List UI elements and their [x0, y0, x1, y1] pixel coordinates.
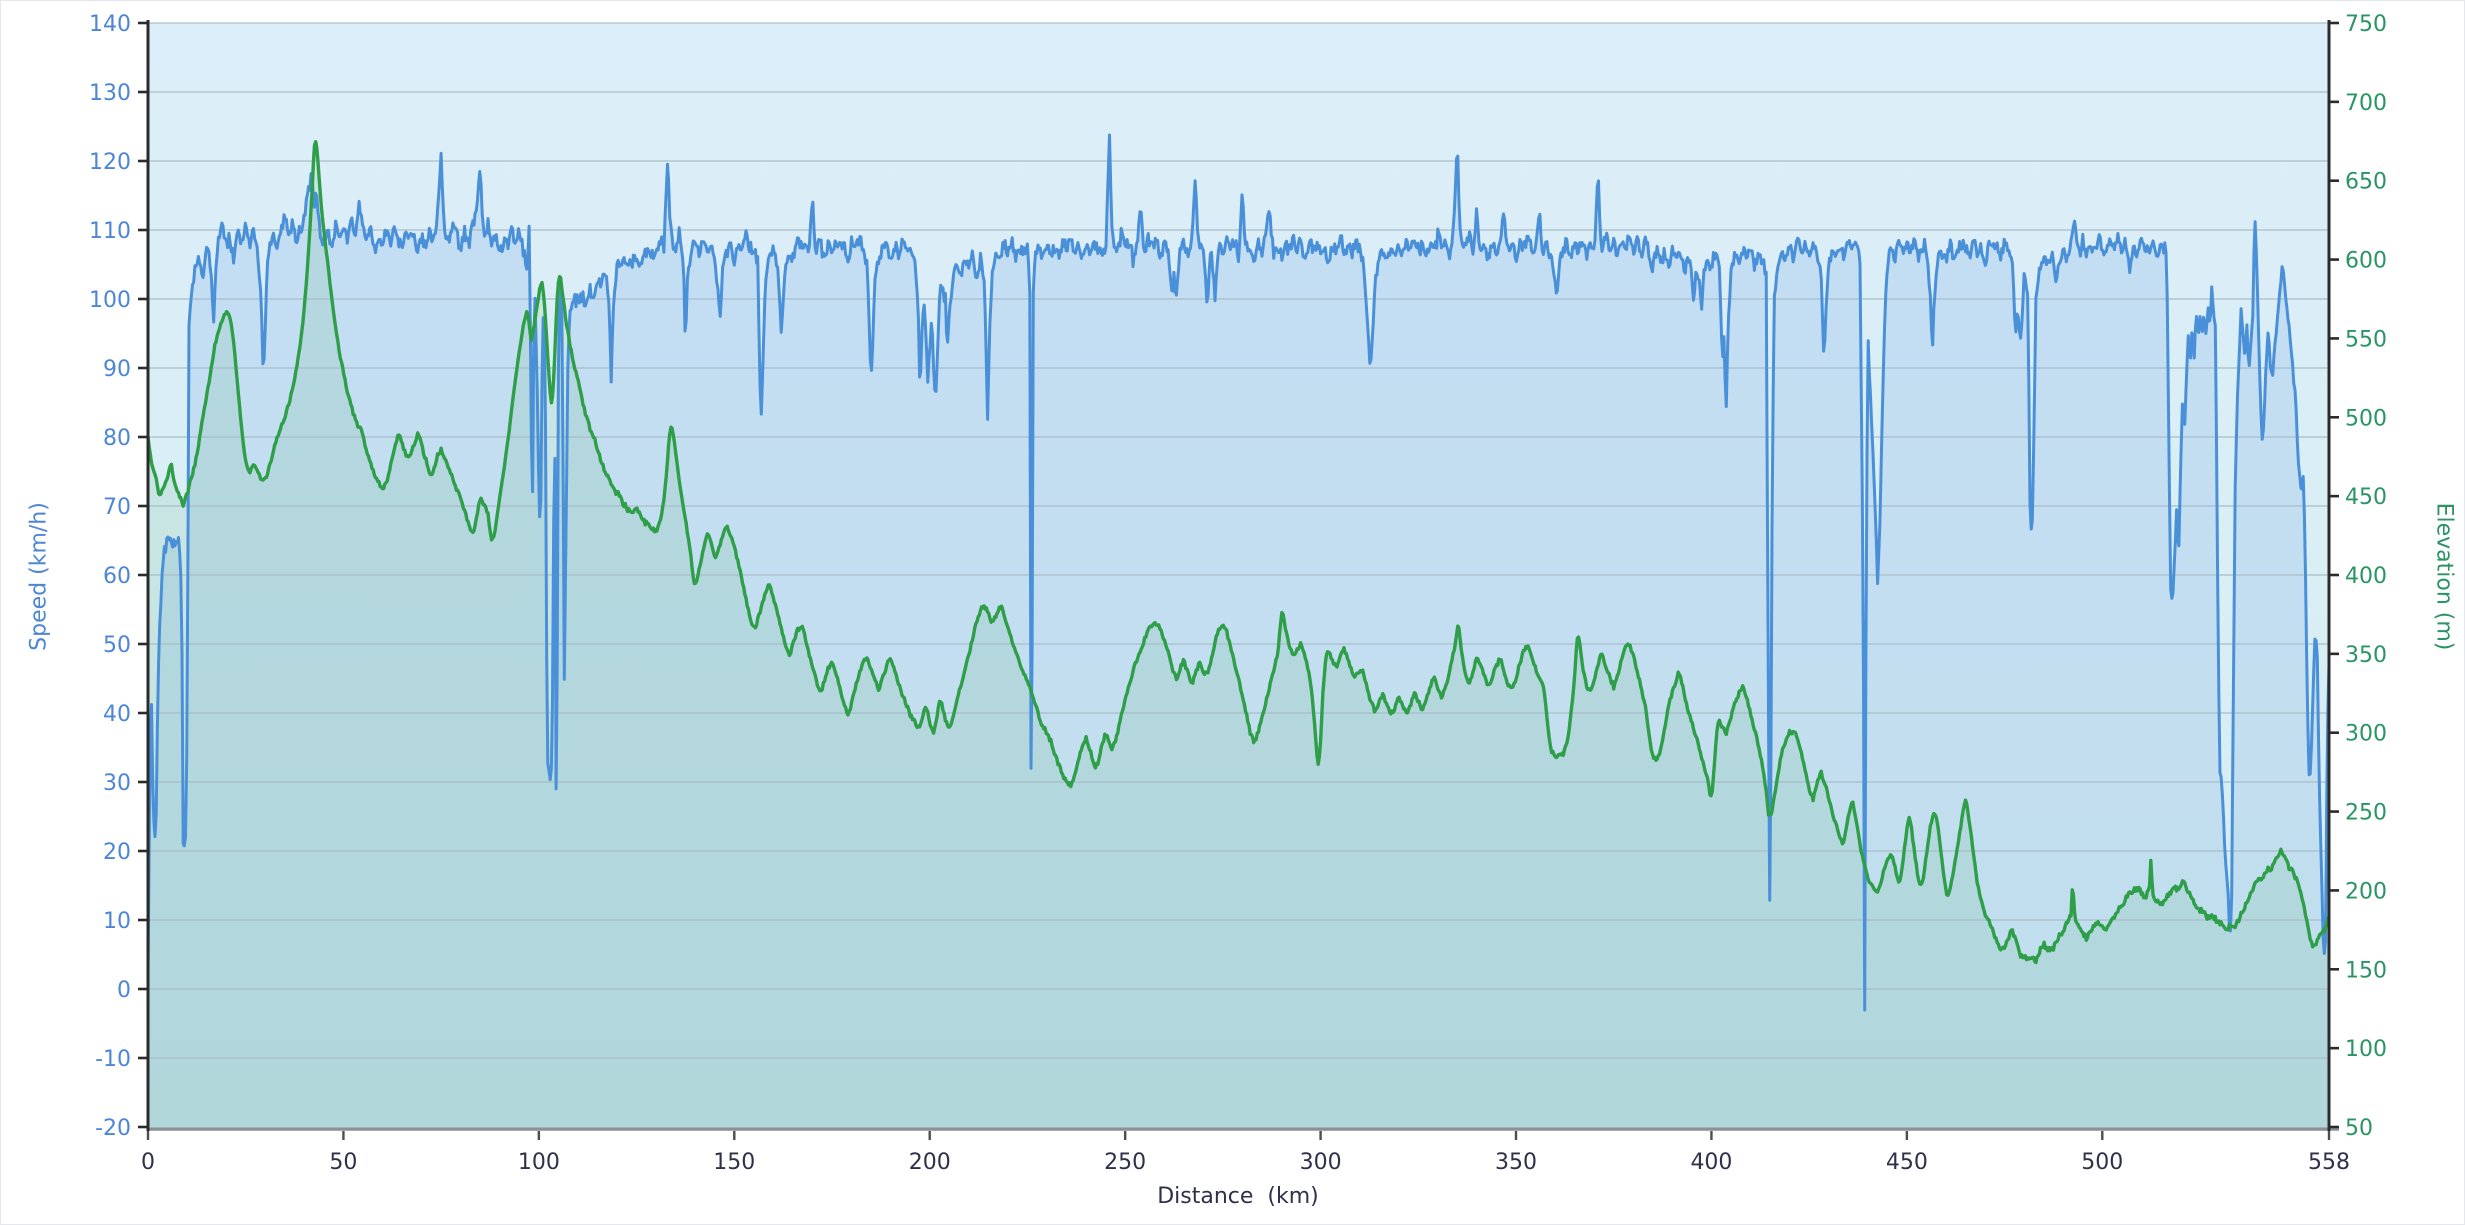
y-right-tick-label: 700 — [2345, 91, 2387, 116]
y-right-tick-label: 550 — [2345, 327, 2387, 352]
y-left-tick-label: -10 — [95, 1047, 131, 1072]
y-left-tick-label: 70 — [103, 495, 131, 520]
y-right-tick-label: 50 — [2345, 1116, 2373, 1141]
x-tick-label: 0 — [141, 1150, 155, 1175]
y-axis-title-left: Speed (km/h) — [26, 502, 52, 651]
x-tick-label: 558 — [2308, 1150, 2350, 1175]
x-tick-label: 150 — [713, 1150, 755, 1175]
y-right-tick-label: 400 — [2345, 564, 2387, 589]
y-left-tick-label: 50 — [103, 633, 131, 658]
y-right-tick-label: 350 — [2345, 643, 2387, 668]
speed-area — [148, 135, 2329, 1127]
y-right-tick-label: 650 — [2345, 170, 2387, 195]
y-right-tick-label: 100 — [2345, 1037, 2387, 1062]
x-tick-label: 300 — [1300, 1150, 1342, 1175]
speed-line — [146, 133, 2331, 1012]
y-right-tick-label: 750 — [2345, 12, 2387, 37]
y-left-tick-label: -20 — [95, 1116, 131, 1141]
elevation-line — [146, 139, 2331, 965]
elevation-area — [148, 141, 2329, 1127]
x-tick-label: 50 — [329, 1150, 357, 1175]
y-left-tick-label: 60 — [103, 564, 131, 589]
y-axis-title-right: Elevation (m) — [2431, 502, 2457, 651]
x-tick-label: 100 — [518, 1150, 560, 1175]
y-left-tick-label: 100 — [89, 288, 131, 313]
x-tick-label: 200 — [909, 1150, 951, 1175]
y-left-tick-label: 10 — [103, 909, 131, 934]
x-tick-label: 450 — [1886, 1150, 1928, 1175]
y-right-tick-label: 500 — [2345, 406, 2387, 431]
y-right-tick-label: 600 — [2345, 249, 2387, 274]
y-right-tick-label: 450 — [2345, 485, 2387, 510]
x-tick-label: 400 — [1690, 1150, 1732, 1175]
y-left-tick-label: 120 — [89, 150, 131, 175]
y-right-tick-label: 150 — [2345, 958, 2387, 983]
x-tick-label: 500 — [2081, 1150, 2123, 1175]
y-left-tick-label: 140 — [89, 12, 131, 37]
x-tick-label: 350 — [1495, 1150, 1537, 1175]
y-left-tick-label: 80 — [103, 426, 131, 451]
x-axis-title: Distance (km) — [1157, 1184, 1319, 1209]
y-left-tick-label: 30 — [103, 771, 131, 796]
y-left-tick-label: 40 — [103, 702, 131, 727]
y-left-tick-label: 130 — [89, 81, 131, 106]
y-right-tick-label: 300 — [2345, 722, 2387, 747]
y-right-tick-label: 200 — [2345, 879, 2387, 904]
y-left-tick-label: 90 — [103, 357, 131, 382]
y-left-tick-label: 20 — [103, 840, 131, 865]
y-left-tick-label: 0 — [117, 978, 131, 1003]
x-tick-label: 250 — [1104, 1150, 1146, 1175]
y-right-tick-label: 250 — [2345, 801, 2387, 826]
y-left-tick-label: 110 — [89, 219, 131, 244]
